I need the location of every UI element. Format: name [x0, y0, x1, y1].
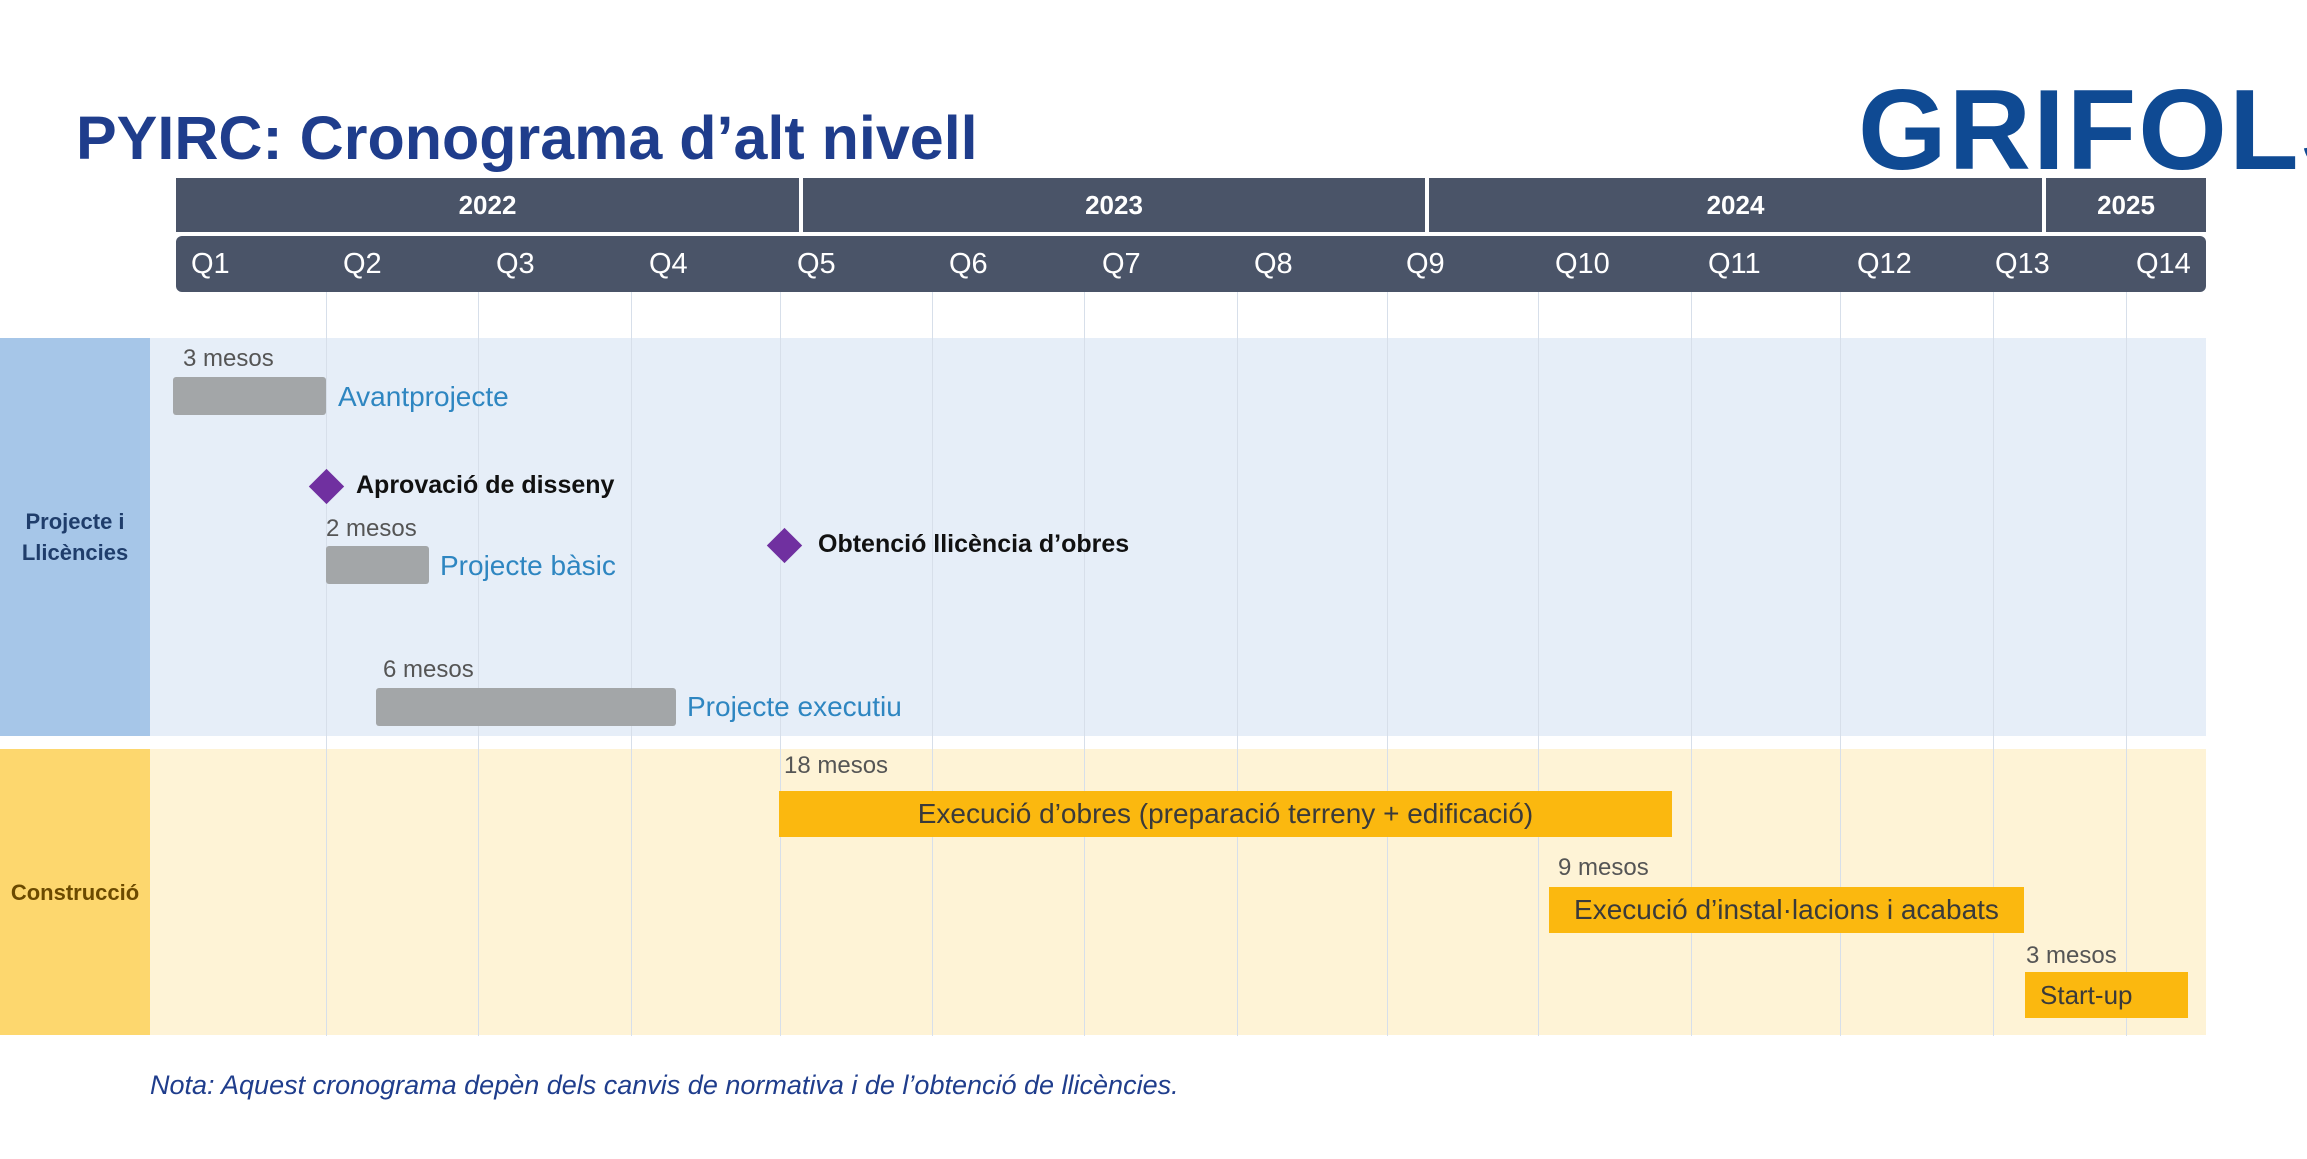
- quarter-header: [176, 236, 2206, 292]
- quarter-label: Q14: [2136, 248, 2191, 280]
- task-bar-projecte-basic: [326, 546, 429, 584]
- grid-line: [631, 292, 632, 1036]
- grid-line: [1840, 292, 1841, 1036]
- task-bar-projecte-executiu: [376, 688, 676, 726]
- task-label: Execució d’obres (preparació terreny + e…: [917, 798, 1534, 829]
- year-2023: 2023: [803, 178, 1425, 232]
- grid-line: [2126, 292, 2127, 1036]
- quarter-label: Q8: [1254, 248, 1293, 280]
- quarter-label: Q13: [1995, 248, 2050, 280]
- grid-line: [1538, 292, 1539, 1036]
- grid-line: [1237, 292, 1238, 1036]
- year-2022: 2022: [176, 178, 799, 232]
- grid-line: [1691, 292, 1692, 1036]
- task-label: Start-up: [2040, 979, 2133, 1010]
- task-bar-installacions: Execució d’instal·lacions i acabats: [1549, 887, 2024, 933]
- quarter-label: Q5: [797, 248, 836, 280]
- quarter-label: Q9: [1406, 248, 1445, 280]
- quarter-label: Q2: [343, 248, 382, 280]
- task-bar-execucio-obres: Execució d’obres (preparació terreny + e…: [779, 791, 1672, 837]
- planning-band: [150, 338, 2206, 736]
- year-2025: 2025: [2046, 178, 2206, 232]
- task-duration: 2 mesos: [326, 515, 417, 542]
- footnote: Nota: Aquest cronograma depèn dels canvi…: [150, 1070, 1179, 1100]
- grifols-logo: GRIFOLS: [1858, 67, 2307, 194]
- grid-line: [1084, 292, 1085, 1036]
- quarter-label: Q6: [949, 248, 988, 280]
- task-duration: 9 mesos: [1558, 854, 1649, 881]
- milestone-label: Obtenció llicència d’obres: [818, 530, 1130, 558]
- task-duration: 3 mesos: [183, 345, 274, 372]
- grid-line: [1993, 292, 1994, 1036]
- grid-line: [326, 292, 327, 1036]
- grid-line: [1387, 292, 1388, 1036]
- quarter-label: Q12: [1857, 248, 1912, 280]
- task-bar-start-up: Start-up: [2025, 972, 2188, 1018]
- task-label: Projecte executiu: [687, 691, 902, 722]
- quarter-label: Q4: [649, 248, 688, 280]
- grid-line: [478, 292, 479, 1036]
- task-label: Avantprojecte: [338, 381, 509, 412]
- section-planning: Projecte i Llicències: [0, 338, 150, 736]
- milestone-label: Aprovació de disseny: [356, 471, 615, 499]
- task-duration: 6 mesos: [383, 656, 474, 683]
- section-construction: Construcció: [0, 749, 150, 1035]
- grid-line: [780, 292, 781, 1036]
- task-label: Execució d’instal·lacions i acabats: [1574, 894, 1999, 925]
- year-2024: 2024: [1429, 178, 2042, 232]
- quarter-label: Q3: [496, 248, 535, 280]
- quarter-label: Q1: [191, 248, 230, 280]
- quarter-label: Q10: [1555, 248, 1610, 280]
- grid-line: [932, 292, 933, 1036]
- task-bar-avantprojecte: [173, 377, 326, 415]
- task-duration: 3 mesos: [2026, 942, 2117, 969]
- quarter-label: Q7: [1102, 248, 1141, 280]
- quarter-label: Q11: [1708, 248, 1761, 280]
- page-title: PYIRC: Cronograma d’alt nivell: [76, 104, 978, 172]
- task-duration: 18 mesos: [784, 752, 889, 779]
- task-label: Projecte bàsic: [440, 550, 616, 581]
